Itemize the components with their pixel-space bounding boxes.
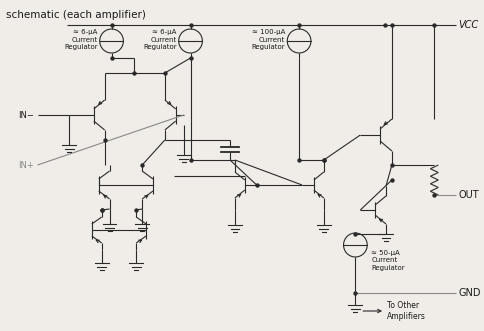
Text: VCC: VCC (457, 20, 477, 30)
Text: ≈ 100-μA
Current
Regulator: ≈ 100-μA Current Regulator (251, 29, 285, 50)
Text: ≈ 6-μA
Current
Regulator: ≈ 6-μA Current Regulator (143, 29, 176, 50)
Text: ≈ 50-μA
Current
Regulator: ≈ 50-μA Current Regulator (370, 250, 404, 271)
Text: schematic (each amplifier): schematic (each amplifier) (6, 10, 146, 20)
Text: To Other
Amplifiers: To Other Amplifiers (386, 301, 425, 321)
Text: IN−: IN− (18, 111, 33, 119)
Text: IN+: IN+ (18, 161, 33, 169)
Text: GND: GND (457, 288, 480, 298)
Text: ≈ 6-μA
Current
Regulator: ≈ 6-μA Current Regulator (64, 29, 98, 50)
Text: OUT: OUT (457, 190, 478, 200)
